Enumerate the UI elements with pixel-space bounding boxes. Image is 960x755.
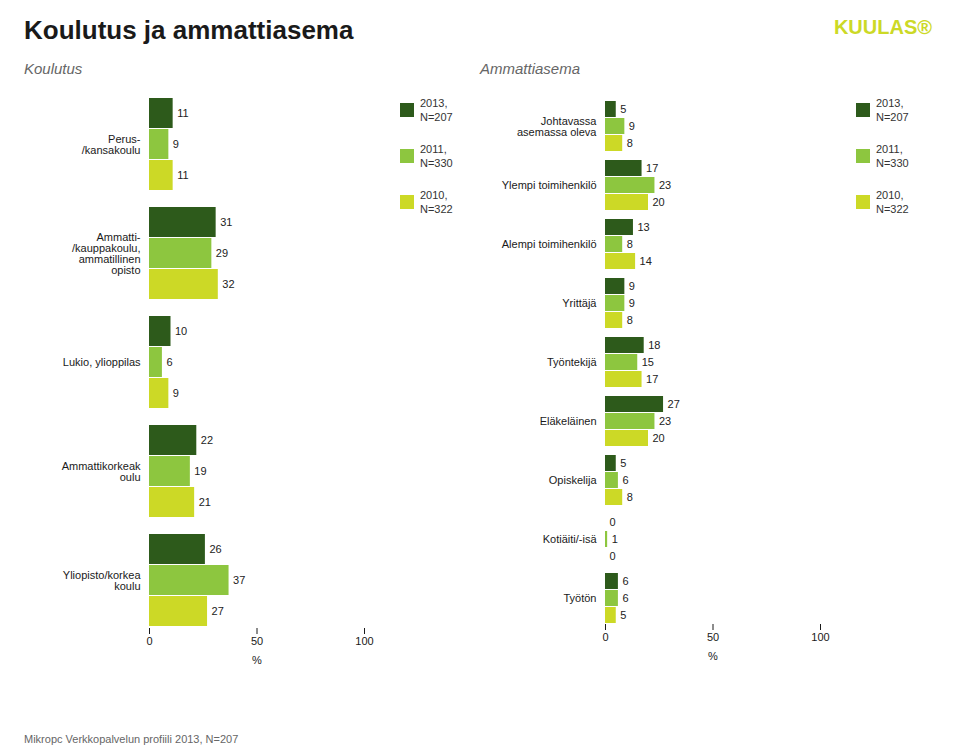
html-text:Koulutus ja ammattiasema: Koulutus ja ammattiasema <box>24 15 354 45</box>
svg-text:6: 6 <box>166 356 172 368</box>
svg-text:8: 8 <box>627 491 633 503</box>
svg-text:Kotiäiti/-isä: Kotiäiti/-isä <box>543 533 598 545</box>
svg-text:17: 17 <box>646 162 658 174</box>
svg-text:50: 50 <box>707 631 719 643</box>
svg-text:8: 8 <box>627 137 633 149</box>
svg-text:18: 18 <box>648 339 660 351</box>
svg-text:6: 6 <box>622 575 628 587</box>
svg-text:20: 20 <box>653 196 665 208</box>
html-text:2013, N=207: 2013, N=207 <box>420 97 453 123</box>
svg-text:Työtön: Työtön <box>563 592 596 604</box>
html-text:Ammattiasema: Ammattiasema <box>480 60 580 77</box>
html-text:2011, N=330: 2011, N=330 <box>420 143 453 169</box>
svg-text:17: 17 <box>646 373 658 385</box>
svg-text:10: 10 <box>175 325 187 337</box>
svg-text:Alempi toimihenkilö: Alempi toimihenkilö <box>502 238 597 250</box>
svg-text:32: 32 <box>222 278 234 290</box>
svg-text:9: 9 <box>629 297 635 309</box>
svg-text:6: 6 <box>622 474 628 486</box>
svg-text:11: 11 <box>177 169 188 181</box>
svg-text:Ammatti-/kauppakoulu,ammatilli: Ammatti-/kauppakoulu,ammatillinenopisto <box>72 231 141 276</box>
svg-text:9: 9 <box>629 120 635 132</box>
html-text:2010, N=322: 2010, N=322 <box>876 189 909 215</box>
svg-text:0: 0 <box>602 631 608 643</box>
svg-text:20: 20 <box>653 432 665 444</box>
svg-text:5: 5 <box>620 609 626 621</box>
svg-text:14: 14 <box>640 255 652 267</box>
svg-text:11: 11 <box>177 107 188 119</box>
svg-text:Yliopisto/korkeakoulu: Yliopisto/korkeakoulu <box>63 569 142 592</box>
svg-text:Ylempi toimihenkilö: Ylempi toimihenkilö <box>502 179 597 191</box>
svg-text:%: % <box>708 650 718 662</box>
svg-text:Eläkeläinen: Eläkeläinen <box>540 415 597 427</box>
html-text:Mikropc Verkkopalvelun profiil: Mikropc Verkkopalvelun profiili 2013, N=… <box>24 733 239 745</box>
html-text:2013, N=207: 2013, N=207 <box>876 97 909 123</box>
svg-text:50: 50 <box>251 635 263 647</box>
svg-text:5: 5 <box>620 457 626 469</box>
svg-text:19: 19 <box>194 465 206 477</box>
svg-text:6: 6 <box>622 592 628 604</box>
svg-text:100: 100 <box>355 635 373 647</box>
svg-text:13: 13 <box>637 221 649 233</box>
svg-text:9: 9 <box>629 280 635 292</box>
svg-text:31: 31 <box>220 216 232 228</box>
svg-text:Opiskelija: Opiskelija <box>549 474 598 486</box>
html-text:2010, N=322: 2010, N=322 <box>420 189 453 215</box>
svg-text:21: 21 <box>199 496 211 508</box>
svg-text:27: 27 <box>668 398 680 410</box>
html-text:Koulutus: Koulutus <box>24 60 83 77</box>
html-text:2011, N=330: 2011, N=330 <box>876 143 909 169</box>
svg-text:Ammattikorkeakoulu: Ammattikorkeakoulu <box>62 460 141 483</box>
svg-text:0: 0 <box>146 635 152 647</box>
svg-text:Yrittäjä: Yrittäjä <box>562 297 597 309</box>
svg-text:9: 9 <box>173 387 179 399</box>
svg-text:1: 1 <box>612 533 618 545</box>
svg-text:37: 37 <box>233 574 245 586</box>
svg-text:27: 27 <box>212 605 224 617</box>
svg-text:8: 8 <box>627 314 633 326</box>
svg-text:23: 23 <box>659 179 671 191</box>
svg-text:22: 22 <box>201 434 213 446</box>
svg-text:26: 26 <box>209 543 221 555</box>
svg-text:23: 23 <box>659 415 671 427</box>
svg-text:15: 15 <box>642 356 654 368</box>
svg-text:Työntekijä: Työntekijä <box>547 356 597 368</box>
svg-text:Lukio, ylioppilas: Lukio, ylioppilas <box>63 356 141 368</box>
svg-text:0: 0 <box>610 550 616 562</box>
svg-text:5: 5 <box>620 103 626 115</box>
svg-text:8: 8 <box>627 238 633 250</box>
svg-text:0: 0 <box>610 516 616 528</box>
svg-text:%: % <box>252 654 262 666</box>
svg-text:9: 9 <box>173 138 179 150</box>
svg-text:100: 100 <box>811 631 829 643</box>
html-text:KUULAS®: KUULAS® <box>833 16 932 38</box>
svg-text:Perus-/kansakoulu: Perus-/kansakoulu <box>82 133 141 156</box>
svg-text:Johtavassaasemassa oleva: Johtavassaasemassa oleva <box>517 115 597 138</box>
svg-text:29: 29 <box>216 247 228 259</box>
